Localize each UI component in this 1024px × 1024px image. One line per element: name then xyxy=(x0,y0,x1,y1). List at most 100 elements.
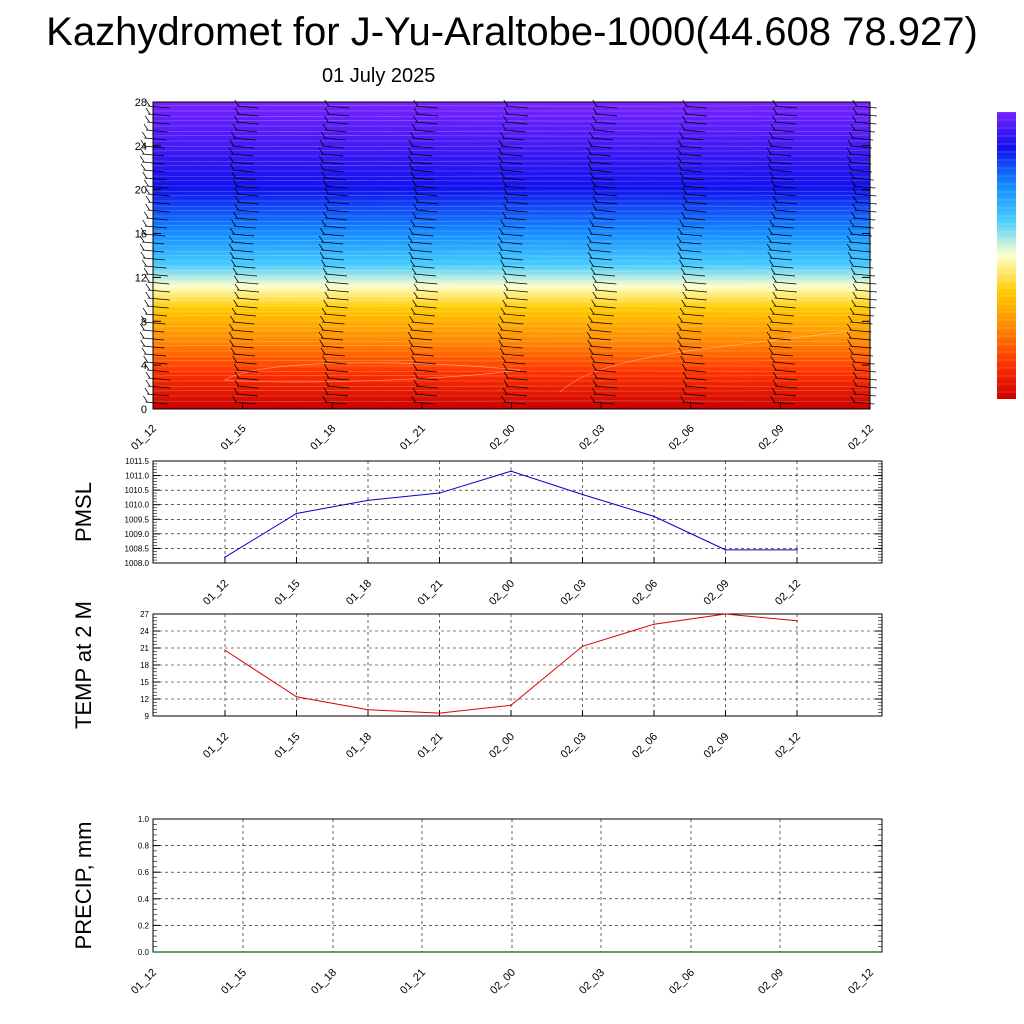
data-point xyxy=(581,493,584,496)
wind-barb xyxy=(847,251,872,261)
wind-barb xyxy=(771,211,796,221)
wind-barb xyxy=(319,323,344,333)
data-point xyxy=(653,623,655,625)
wind-barb xyxy=(502,363,528,373)
wind-barb xyxy=(498,139,523,149)
wind-barb xyxy=(848,315,873,325)
wind-barb xyxy=(410,219,435,229)
wind-barb xyxy=(503,283,529,293)
wind-barb xyxy=(592,99,617,109)
wind-barb xyxy=(142,307,168,317)
wind-barb xyxy=(318,155,344,165)
x-tick-label: 01_15 xyxy=(273,578,303,608)
wind-barb xyxy=(140,163,166,173)
wind-barb xyxy=(590,267,616,277)
contour-line xyxy=(153,145,870,148)
y-tick-label: 20 xyxy=(135,185,147,197)
y-axis-label: PMSL xyxy=(71,482,96,542)
wind-barb xyxy=(766,235,792,245)
data-point xyxy=(367,499,369,502)
wind-barb xyxy=(234,195,260,205)
wind-barb xyxy=(769,219,794,229)
y-tick-label: 1011.5 xyxy=(125,457,149,466)
wind-barb xyxy=(766,331,792,341)
wind-barb xyxy=(682,203,707,213)
y-tick-label: 12 xyxy=(135,272,147,284)
contour-line xyxy=(153,359,870,362)
data-point xyxy=(510,704,512,707)
wind-barb xyxy=(682,379,707,389)
y-tick-label: 27 xyxy=(140,610,149,619)
wind-barb xyxy=(323,363,349,373)
x-tick-label: 02_06 xyxy=(630,578,660,608)
wind-barb xyxy=(408,163,434,173)
data-point xyxy=(724,549,727,551)
wind-barb xyxy=(587,251,612,261)
wind-barb xyxy=(230,347,255,357)
wind-barb xyxy=(318,235,344,245)
contour-line xyxy=(153,389,870,392)
wind-barb xyxy=(499,347,524,357)
wind-barb xyxy=(503,107,529,117)
wind-barb xyxy=(501,355,526,365)
wind-barb xyxy=(323,211,348,221)
wind-barb xyxy=(324,195,350,205)
wind-barb xyxy=(766,155,792,165)
wind-barb xyxy=(497,147,523,157)
wind-barb xyxy=(767,339,792,349)
wind-barb xyxy=(772,115,797,125)
wind-barb xyxy=(586,147,612,157)
wind-barb xyxy=(145,283,171,293)
wind-barb xyxy=(408,227,434,237)
data-point xyxy=(724,613,727,615)
y-tick-label: 28 xyxy=(135,97,147,109)
wind-barb xyxy=(144,363,170,373)
contour-line xyxy=(153,370,870,373)
wind-barb xyxy=(846,155,872,165)
wind-barb xyxy=(770,267,796,277)
contour-line xyxy=(153,284,870,287)
wind-barb xyxy=(144,179,169,189)
wind-barb xyxy=(322,123,347,133)
wind-barb xyxy=(501,395,526,405)
wind-barb xyxy=(145,99,170,109)
wind-barb xyxy=(768,347,793,357)
wind-barb xyxy=(413,187,438,197)
wind-barb xyxy=(591,363,617,373)
wind-barb xyxy=(772,371,797,381)
wind-barb xyxy=(319,139,344,149)
wind-barb xyxy=(586,235,612,245)
wind-barb xyxy=(231,307,257,317)
wind-barb xyxy=(319,251,344,261)
wind-barb xyxy=(592,275,617,285)
wind-barb xyxy=(501,123,526,133)
wind-barb xyxy=(502,179,527,189)
wind-barb xyxy=(589,131,614,141)
wind-barb xyxy=(229,251,254,261)
wind-barb xyxy=(587,339,612,349)
wind-barb xyxy=(772,283,798,293)
wind-barb xyxy=(851,179,876,189)
wind-barb xyxy=(497,243,523,253)
contour-line xyxy=(153,220,870,223)
wind-barb xyxy=(771,179,796,189)
wind-barb xyxy=(677,139,702,149)
wind-barb xyxy=(591,387,616,397)
y-tick-label: 4 xyxy=(141,360,147,372)
contour-line xyxy=(153,164,870,167)
wind-barb xyxy=(767,139,792,149)
contour-line xyxy=(153,239,870,242)
wind-barb xyxy=(852,187,877,197)
x-tick-label: 02_00 xyxy=(488,423,518,453)
data-point xyxy=(224,556,226,558)
wind-barb xyxy=(677,251,702,261)
wind-barb xyxy=(324,107,350,117)
data-point xyxy=(653,515,655,518)
x-tick-label: 01_18 xyxy=(309,967,339,997)
wind-barb xyxy=(767,227,793,237)
x-tick-label: 01_12 xyxy=(129,423,159,453)
wind-barb xyxy=(229,139,254,149)
wind-barb xyxy=(503,291,528,301)
wind-barb xyxy=(234,203,259,213)
y-tick-label: 9 xyxy=(145,712,150,721)
